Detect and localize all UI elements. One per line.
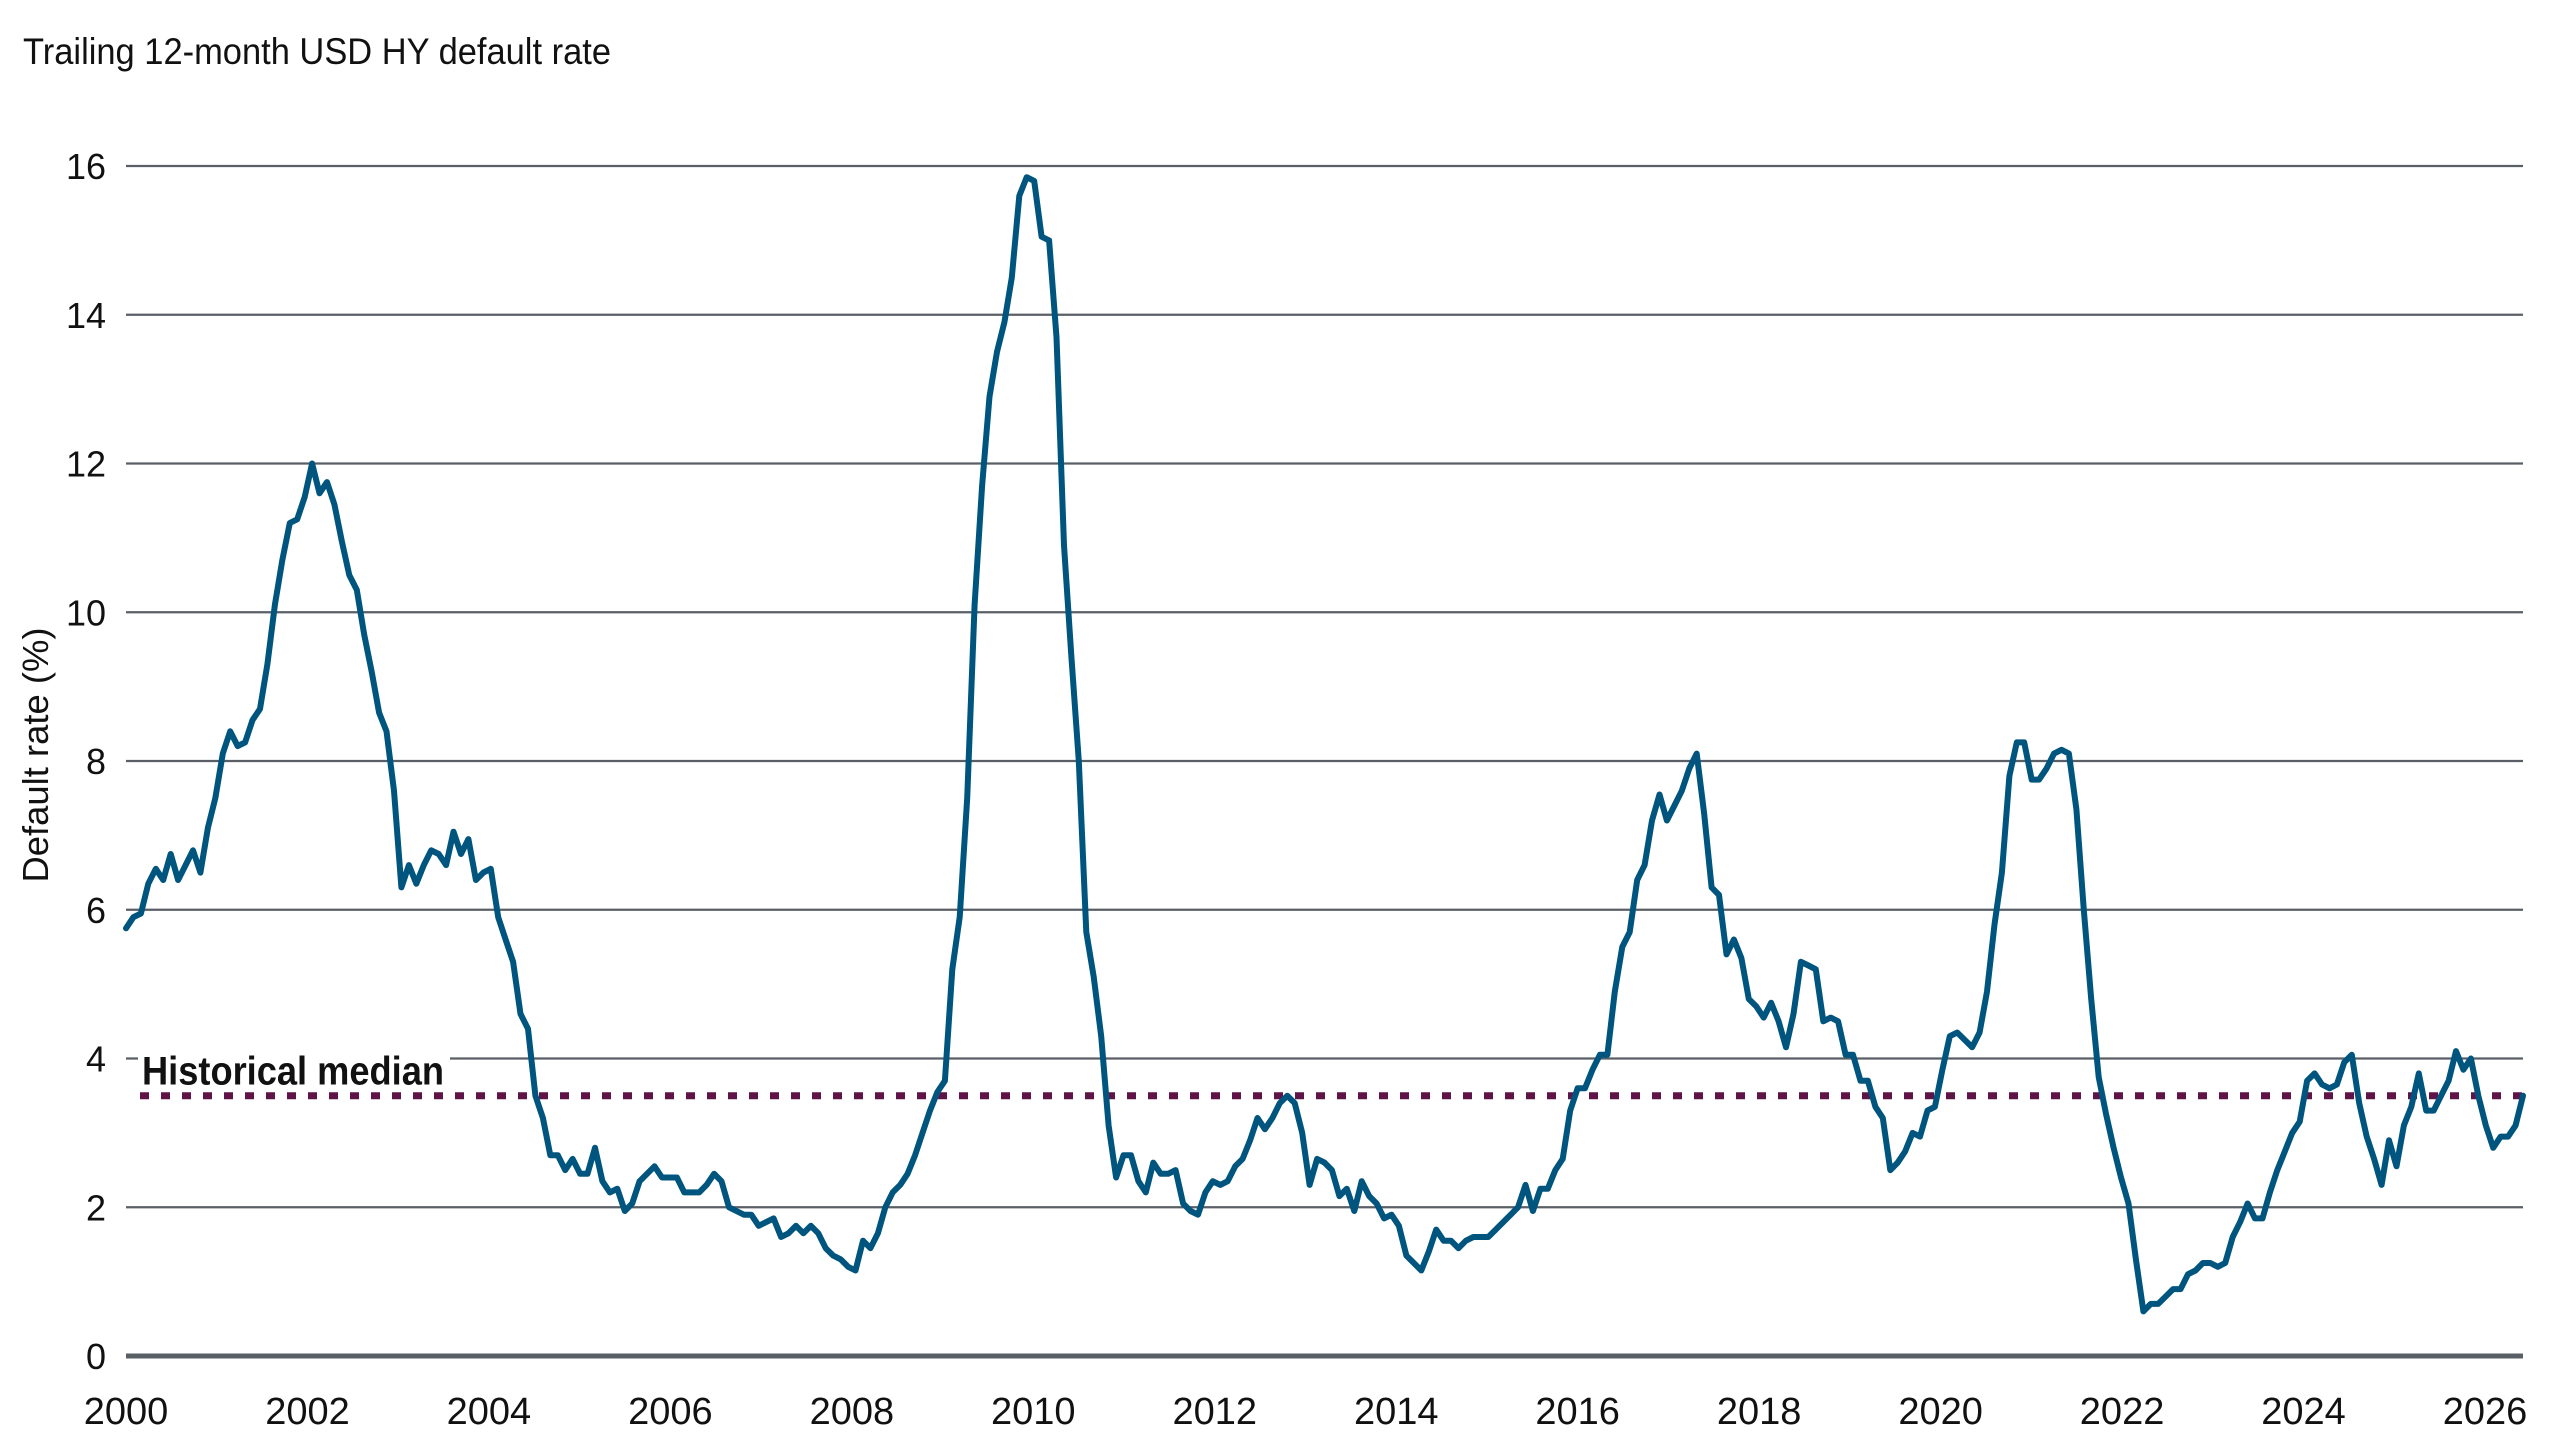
x-tick-label: 2024 <box>2261 1391 2346 1433</box>
y-tick-label: 10 <box>66 592 106 633</box>
x-tick-label: 2002 <box>265 1391 350 1433</box>
x-tick-label: 2026 <box>2443 1391 2528 1433</box>
gridlines <box>126 164 2523 1359</box>
x-tick-label: 2004 <box>447 1391 532 1433</box>
y-tick-label: 4 <box>86 1039 106 1080</box>
y-axis-label: Default rate (%) <box>15 628 56 883</box>
x-tick-label: 2018 <box>1717 1391 1802 1433</box>
x-tick-label: 2012 <box>1172 1391 1257 1433</box>
x-tick-label: 2020 <box>1898 1391 1983 1433</box>
median-label: Historical median <box>142 1050 444 1094</box>
x-tick-label: 2010 <box>991 1391 1076 1433</box>
x-tick-label: 2000 <box>84 1391 169 1433</box>
median-label-background <box>138 1050 450 1067</box>
y-tick-label: 0 <box>86 1336 106 1377</box>
y-tick-label: 6 <box>86 890 106 931</box>
x-tick-label: 2014 <box>1354 1391 1439 1433</box>
chart-title: Trailing 12-month USD HY default rate <box>23 31 611 72</box>
default-rate-series-line <box>123 174 2526 1315</box>
data-points <box>125 177 2524 1312</box>
y-tick-label: 12 <box>66 444 106 485</box>
y-tick-label: 2 <box>86 1187 106 1228</box>
x-tick-label: 2022 <box>2080 1391 2165 1433</box>
y-tick-label: 14 <box>66 295 106 336</box>
x-tick-label: 2016 <box>1535 1391 1620 1433</box>
x-tick-labels: 2000 2002 2004 2006 2008 2010 2012 2014 2016 2018… <box>84 1391 2528 1433</box>
y-tick-labels: 0 2 4 6 8 10 12 14 16 <box>66 146 106 1377</box>
x-tick-label: 2006 <box>628 1391 713 1433</box>
y-tick-label: 8 <box>86 741 106 782</box>
x-tick-label: 2008 <box>810 1391 895 1433</box>
y-tick-label: 16 <box>66 146 106 187</box>
